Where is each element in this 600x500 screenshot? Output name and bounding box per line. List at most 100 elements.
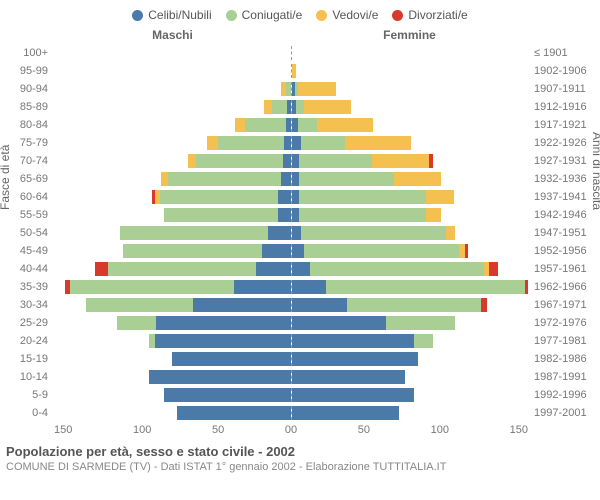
x-axis: 150100500 050100150	[6, 424, 594, 436]
segment-single	[292, 226, 301, 240]
female-bar	[292, 82, 529, 96]
birth-year-label: 1992-1996	[528, 389, 594, 401]
segment-divorced	[525, 280, 528, 294]
segment-single	[292, 334, 415, 348]
x-tick: 100	[431, 424, 449, 436]
x-tick: 100	[133, 424, 151, 436]
segment-married	[301, 226, 446, 240]
age-label: 40-44	[6, 263, 54, 275]
segment-married	[299, 172, 394, 186]
birth-year-label: 1947-1951	[528, 227, 594, 239]
segment-married	[120, 226, 268, 240]
pyramid-row: 60-64 1937-1941	[6, 188, 594, 206]
segment-widowed	[372, 154, 429, 168]
female-bar	[292, 136, 529, 150]
chart-subtitle: COMUNE DI SARMEDE (TV) - Dati ISTAT 1° g…	[6, 461, 594, 473]
x-tick: 50	[358, 424, 370, 436]
segment-married	[304, 244, 459, 258]
birth-year-label: 1937-1941	[528, 191, 594, 203]
segment-widowed	[426, 190, 454, 204]
age-label: 55-59	[6, 209, 54, 221]
age-label: 85-89	[6, 101, 54, 113]
segment-widowed	[426, 208, 442, 222]
age-label: 0-4	[6, 407, 54, 419]
segment-single	[234, 280, 291, 294]
segment-single	[155, 334, 291, 348]
female-bar	[292, 64, 529, 78]
birth-year-label: 1972-1976	[528, 317, 594, 329]
birth-year-label: 1967-1971	[528, 299, 594, 311]
segment-married	[299, 154, 372, 168]
segment-married	[245, 118, 286, 132]
birth-year-label: 1907-1911	[528, 83, 594, 95]
female-bar	[292, 334, 529, 348]
legend-label: Celibi/Nubili	[148, 8, 211, 22]
birth-year-label: 1957-1961	[528, 263, 594, 275]
male-bar	[54, 226, 292, 240]
segment-divorced	[489, 262, 498, 276]
segment-single	[292, 406, 399, 420]
pyramid-row: 50-541947-1951	[6, 224, 594, 242]
segment-single	[292, 136, 301, 150]
legend-label: Coniugati/e	[242, 8, 303, 22]
pyramid-row: 5-91992-1996	[6, 386, 594, 404]
segment-single	[292, 190, 300, 204]
age-label: 25-29	[6, 317, 54, 329]
age-label: 65-69	[6, 173, 54, 185]
female-bar	[292, 118, 529, 132]
x-tick: 150	[510, 424, 528, 436]
segment-single	[284, 136, 290, 150]
age-label: 75-79	[6, 137, 54, 149]
legend-dot-icon	[226, 10, 237, 21]
pyramid-row: 80-841917-1921	[6, 116, 594, 134]
age-label: 60-64	[6, 191, 54, 203]
birth-year-label: ≤ 1901	[528, 47, 594, 59]
female-bar	[292, 208, 529, 222]
population-pyramid-chart: Fasce di età Anni di nascita Celibi/Nubi…	[0, 0, 600, 500]
segment-married	[386, 316, 455, 330]
segment-married	[108, 262, 256, 276]
segment-single	[292, 370, 406, 384]
segment-married	[299, 208, 425, 222]
age-label: 100+	[6, 47, 54, 59]
age-label: 35-39	[6, 281, 54, 293]
birth-year-label: 1927-1931	[528, 155, 594, 167]
segment-widowed	[264, 100, 272, 114]
pyramid-row: 100+ ≤ 1901	[6, 44, 594, 62]
segment-single	[156, 316, 290, 330]
x-tick: 150	[54, 424, 72, 436]
legend: Celibi/NubiliConiugati/eVedovi/eDivorzia…	[6, 8, 594, 22]
legend-dot-icon	[132, 10, 143, 21]
segment-divorced	[95, 262, 108, 276]
segment-single	[281, 172, 290, 186]
segment-married	[299, 190, 425, 204]
segment-married	[347, 298, 481, 312]
birth-year-label: 1922-1926	[528, 137, 594, 149]
segment-single	[193, 298, 291, 312]
male-bar	[54, 316, 292, 330]
pyramid-row: 85-891912-1916	[6, 98, 594, 116]
female-bar	[292, 298, 529, 312]
female-bar	[292, 100, 529, 114]
gender-labels: Maschi Femmine	[6, 28, 594, 42]
segment-single	[278, 190, 291, 204]
male-bar	[54, 262, 292, 276]
segment-single	[262, 244, 290, 258]
male-bar	[54, 244, 292, 258]
left-gender-label: Maschi	[54, 28, 291, 42]
pyramid-row: 95-991902-1906	[6, 62, 594, 80]
segment-single	[292, 262, 311, 276]
segment-single	[292, 388, 415, 402]
legend-item: Vedovi/e	[316, 8, 378, 22]
segment-married	[286, 82, 291, 96]
segment-widowed	[292, 64, 297, 78]
male-bar	[54, 154, 292, 168]
segment-married	[160, 190, 278, 204]
female-bar	[292, 190, 529, 204]
pyramid-row: 20-241977-1981	[6, 332, 594, 350]
segment-single	[292, 316, 387, 330]
birth-year-label: 1902-1906	[528, 65, 594, 77]
segment-single	[177, 406, 291, 420]
segment-widowed	[446, 226, 455, 240]
male-bar	[54, 172, 292, 186]
